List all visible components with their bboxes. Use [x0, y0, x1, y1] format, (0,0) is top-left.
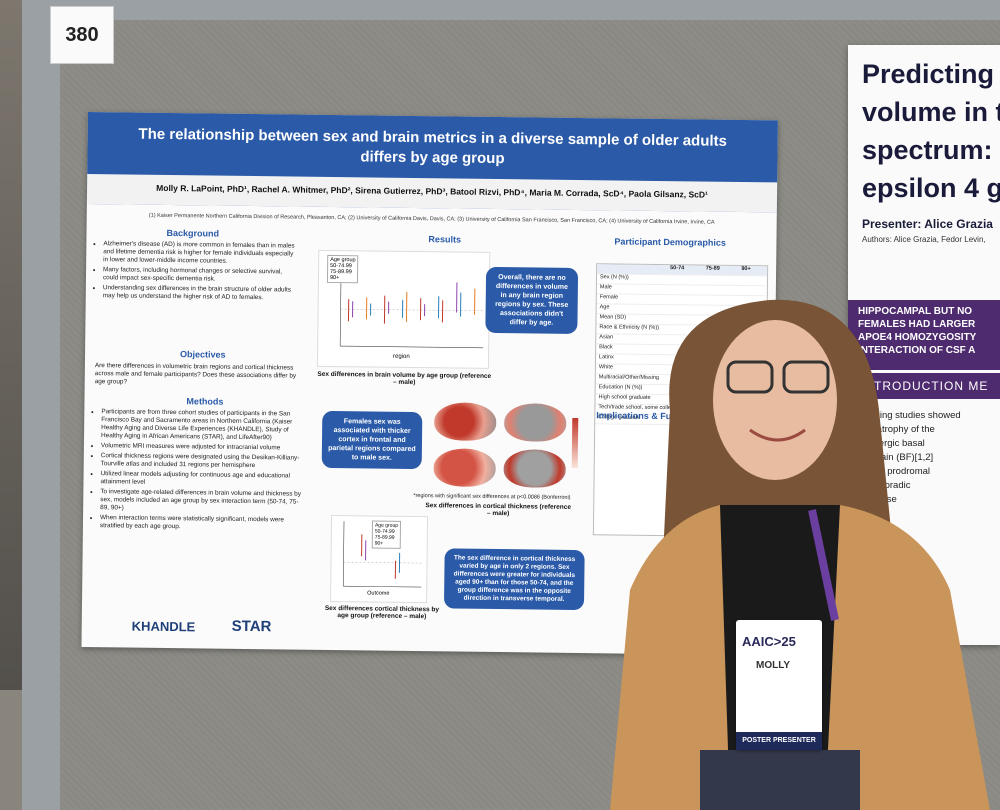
badge-role: POSTER PRESENTER — [736, 732, 822, 750]
lanyard — [808, 509, 839, 621]
objectives-heading: Objectives — [179, 349, 226, 360]
x-axis-label: Outcome — [367, 590, 390, 597]
glasses-right — [782, 360, 830, 394]
second-poster: Predicting volume in t spectrum: t epsil… — [848, 45, 1000, 645]
x-axis — [340, 345, 484, 349]
legend-item: 90+ — [374, 540, 384, 547]
smile — [749, 428, 806, 442]
estimate-marks — [347, 282, 476, 324]
brain-map-right-lateral — [433, 448, 496, 488]
badge-logo: AAIC>25 — [742, 634, 796, 649]
poster2-intro-heading: INTRODUCTION ME — [860, 379, 989, 393]
thickness-svg — [342, 521, 422, 588]
conference-badge: AAIC>25 MOLLY POSTER PRESENTER — [736, 620, 822, 750]
result-bubble-3: The sex difference in cortical thickness… — [443, 548, 585, 611]
methods-text: Participants are from three cohort studi… — [91, 408, 302, 535]
booth-number-sign: 380 — [50, 6, 114, 64]
poster2-title: Predicting volume in t spectrum: t epsil… — [862, 59, 1000, 203]
methods-item: When interaction terms were statisticall… — [100, 514, 301, 532]
methods-item: Utilized linear models adjusting for con… — [100, 470, 301, 488]
poster2-presenter: Presenter: Alice Grazia — [862, 217, 993, 231]
background-text: Alzheimer's disease (AD) is more common … — [94, 240, 300, 304]
result-bubble-1: Overall, there are no differences in vol… — [485, 266, 579, 334]
plot3-legend: Age group 50-74.99 75-89.99 90+ — [371, 520, 402, 549]
background-heading: Background — [166, 227, 220, 239]
poster-title: The relationship between sex and brain m… — [138, 125, 728, 168]
background-item: Many factors, including hormonal changes… — [103, 266, 299, 284]
poster2-band-text: HIPPOCAMPAL BUT NO FEMALES HAD LARGER AP… — [858, 306, 977, 356]
plot1-legend: Age group 50-74.99 75-89.99 90+ — [326, 254, 359, 284]
khandle-logo: KHANDLE — [131, 618, 196, 635]
color-scale — [571, 417, 579, 469]
x-axis-label: region — [392, 353, 410, 360]
plot3-caption: Sex differences cortical thickness by ag… — [324, 604, 440, 621]
background-item: Alzheimer's disease (AD) is more common … — [103, 240, 299, 266]
demographics-heading: Participant Demographics — [614, 236, 727, 248]
results-heading: Results — [428, 234, 462, 245]
poster-affiliations: (1) Kaiser Permanente Northern Californi… — [148, 212, 715, 226]
glasses-left — [726, 360, 774, 394]
main-poster: The relationship between sex and brain m… — [81, 112, 778, 656]
methods-item: Volumetric MRI measures were adjusted fo… — [101, 442, 302, 452]
methods-item: To investigate age-related differences i… — [100, 488, 301, 514]
background-item: Understanding sex differences in the bra… — [103, 284, 299, 302]
legend-item: 90+ — [329, 274, 340, 282]
objectives-text: Are there differences in volumetric brai… — [94, 362, 297, 386]
methods-item: Participants are from three cohort studi… — [101, 408, 302, 442]
poster2-authors: Authors: Alice Grazia, Fedor Levin, — [862, 235, 986, 244]
face — [713, 320, 837, 480]
plot1-caption: Sex differences in brain volume by age g… — [317, 370, 492, 387]
methods-heading: Methods — [186, 396, 224, 407]
zero-line — [340, 308, 484, 312]
star-logo: STAR — [231, 617, 272, 636]
brain-volume-plot: Age group 50-74.99 75-89.99 90+ region — [316, 249, 491, 369]
skirt — [700, 750, 860, 810]
result-bubble-2: Females sex was associated with thicker … — [321, 410, 423, 470]
brain-map-left-medial — [504, 403, 567, 442]
brain-map-right-medial — [503, 449, 566, 488]
plot2-caption: Sex differences in cortical thickness (r… — [425, 502, 572, 518]
badge-name: MOLLY — [756, 660, 791, 671]
brain-note: *regions with significant sex difference… — [413, 493, 571, 501]
age-group-thickness-plot: Age group 50-74.99 75-89.99 90+ Outcome — [330, 514, 429, 604]
brain-map-left-lateral — [434, 402, 497, 442]
methods-item: Cortical thickness regions were designat… — [101, 452, 302, 470]
poster2-band — [848, 300, 1000, 370]
